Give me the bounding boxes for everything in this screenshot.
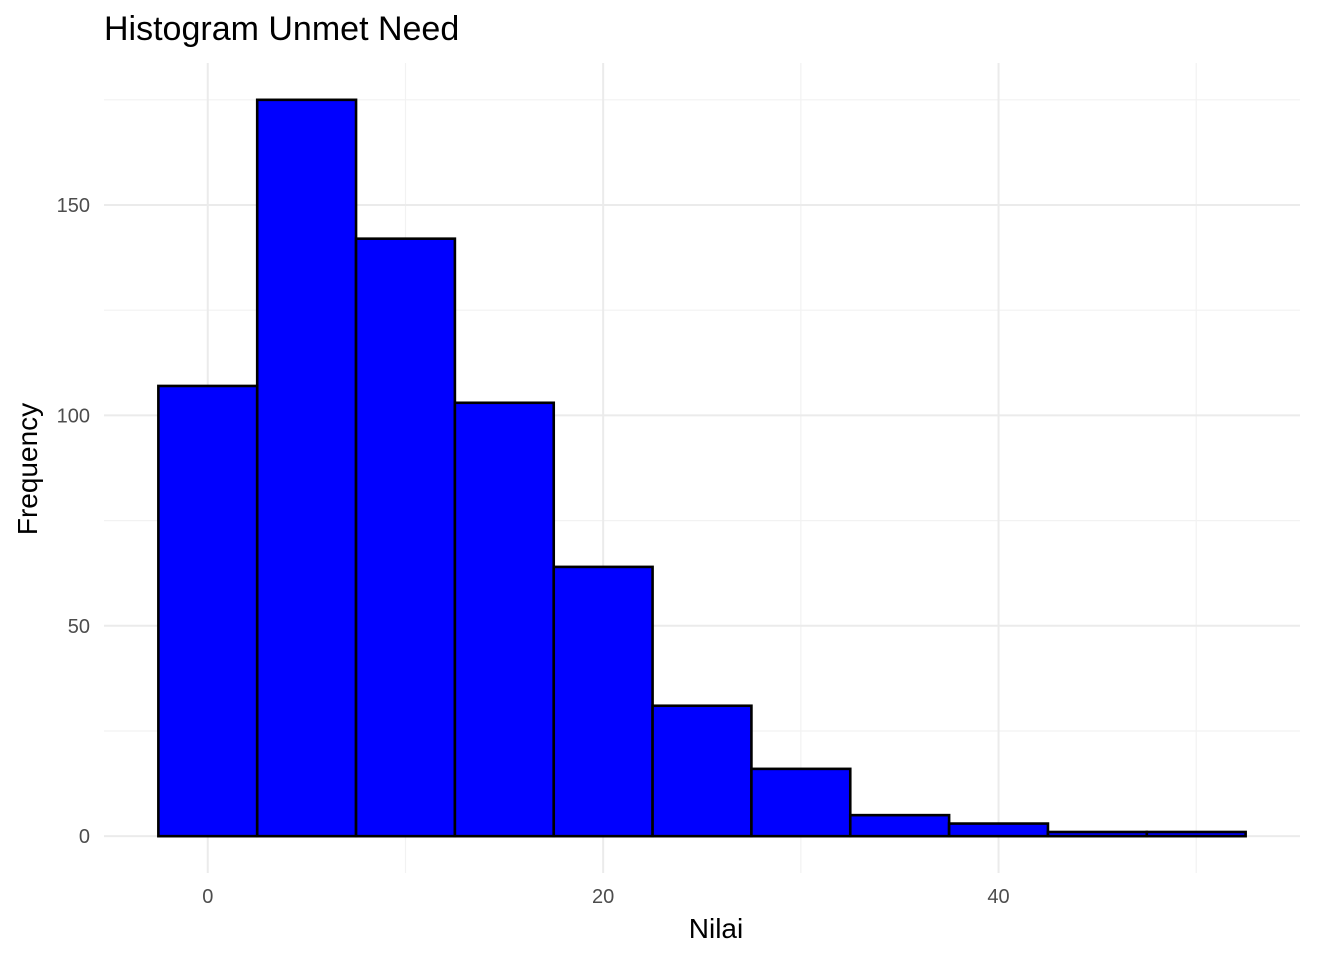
histogram-bars (157, 98, 1247, 838)
y-tick-label: 0 (79, 826, 90, 848)
histogram-bar-6 (750, 767, 852, 838)
tick-labels: 0 20 40 0 50 100 150 (57, 195, 1010, 908)
x-tick-label: 0 (202, 886, 213, 908)
y-tick-label: 150 (57, 195, 90, 217)
x-tick-label: 20 (592, 886, 614, 908)
histogram-bar-9 (1046, 830, 1149, 838)
chart-title: Histogram Unmet Need (104, 10, 459, 48)
histogram-bar-2 (354, 237, 457, 838)
x-axis-title: Nilai (689, 913, 743, 944)
histogram-bar-4 (552, 565, 654, 838)
y-tick-label: 100 (57, 405, 90, 427)
histogram-bar-3 (453, 401, 556, 838)
histogram-bar-1 (255, 98, 358, 838)
histogram-bar-7 (848, 813, 951, 838)
histogram-bar-8 (947, 822, 1050, 838)
histogram-bar-0 (157, 384, 259, 838)
y-axis-title: Frequency (12, 403, 43, 535)
y-tick-label: 50 (68, 616, 90, 638)
histogram-bar-10 (1145, 830, 1247, 838)
x-tick-label: 40 (987, 886, 1009, 908)
histogram-bar-5 (651, 704, 753, 838)
